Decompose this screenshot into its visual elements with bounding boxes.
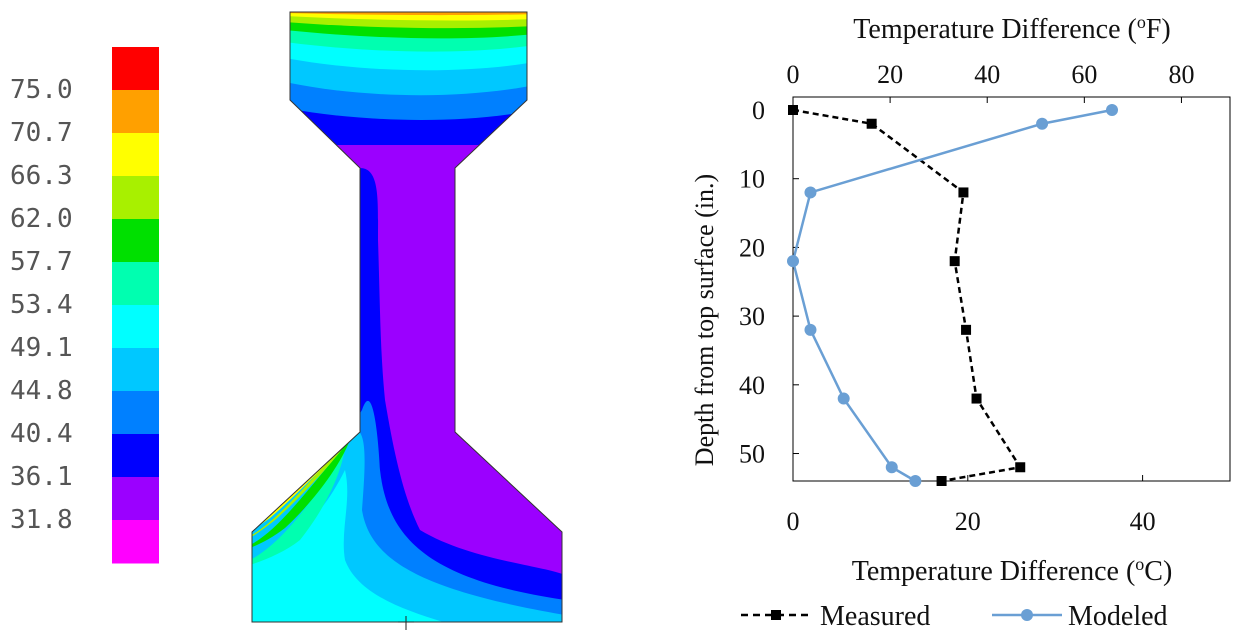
colorbar-label: 40.4 <box>10 419 73 449</box>
legend: Measured Modeled <box>741 601 1168 632</box>
colorbar-swatch <box>112 219 159 263</box>
y-axis-tick-label: 10 <box>739 165 765 194</box>
bottom-axis-tick-label: 40 <box>1130 507 1156 536</box>
data-point-measured <box>936 476 947 486</box>
data-point-modeled <box>1036 117 1049 130</box>
data-point-modeled <box>787 255 799 268</box>
data-point-measured <box>866 118 877 129</box>
colorbar-swatch <box>112 434 159 478</box>
colorbar-swatch <box>112 305 159 349</box>
data-point-measured <box>1015 462 1026 473</box>
colorbar-swatch <box>112 391 159 435</box>
legend-modeled-marker <box>1021 609 1033 621</box>
colorbar-label: 57.7 <box>10 247 73 277</box>
colorbar-labels: 75.0 70.7 66.3 62.0 57.7 53.4 49.1 44.8 40.4 36.1… <box>10 75 73 535</box>
top-axis-ticks: 0 20 40 60 80 <box>787 60 1194 103</box>
data-point-modeled <box>804 186 817 199</box>
colorbar-swatch <box>112 477 159 521</box>
top-axis-tick-label: 20 <box>877 60 903 89</box>
colorbar-label: 75.0 <box>10 75 73 105</box>
colorbar-label: 31.8 <box>10 505 73 535</box>
top-axis-tick-label: 40 <box>974 60 1000 89</box>
legend-measured-marker <box>771 610 781 620</box>
top-axis-label: Temperature Difference (oF) <box>853 12 1170 45</box>
colorbar-swatch <box>112 133 159 177</box>
colorbar-swatch <box>112 520 159 564</box>
colorbar-label: 36.1 <box>10 462 73 492</box>
girder-contour-plot <box>251 11 563 630</box>
y-axis-tick-label: 0 <box>752 96 765 125</box>
data-point-modeled <box>804 323 817 336</box>
colorbar <box>112 47 159 564</box>
colorbar-label: 66.3 <box>10 161 73 191</box>
legend-measured: Measured <box>741 601 930 632</box>
colorbar-swatch <box>112 262 159 306</box>
line-chart: 0 20 40 60 80 0 20 40 0 10 20 30 40 50 Temperature … <box>690 12 1231 632</box>
bottom-axis-ticks: 0 20 40 <box>787 475 1156 536</box>
colorbar-swatch <box>112 348 159 392</box>
y-axis-tick-label: 20 <box>739 233 765 262</box>
y-axis-tick-label: 40 <box>739 371 765 400</box>
top-axis-tick-label: 0 <box>787 60 800 89</box>
top-axis-tick-label: 80 <box>1168 60 1194 89</box>
data-point-measured <box>971 393 982 404</box>
data-point-measured <box>958 187 969 198</box>
legend-modeled: Modeled <box>992 601 1168 632</box>
colorbar-label: 53.4 <box>10 290 73 320</box>
data-point-measured <box>788 105 798 115</box>
series-layer <box>787 104 1119 487</box>
colorbar-label: 49.1 <box>10 333 73 363</box>
legend-modeled-label: Modeled <box>1068 601 1168 632</box>
data-point-modeled <box>909 475 922 487</box>
bottom-axis-tick-label: 20 <box>955 507 981 536</box>
data-point-modeled <box>1106 104 1119 116</box>
y-axis-tick-label: 50 <box>739 440 765 469</box>
colorbar-swatch <box>112 90 159 134</box>
data-point-measured <box>961 324 972 335</box>
y-axis-label: Depth from top surface (in.) <box>690 174 719 466</box>
bottom-axis-tick-label: 0 <box>787 507 800 536</box>
colorbar-label: 44.8 <box>10 376 73 406</box>
data-point-measured <box>949 256 960 267</box>
bottom-axis-label: Temperature Difference (oC) <box>852 554 1173 587</box>
plot-area <box>792 96 1231 482</box>
data-point-modeled <box>837 392 850 405</box>
colorbar-label: 62.0 <box>10 204 73 234</box>
colorbar-swatch <box>112 176 159 220</box>
top-axis-tick-label: 60 <box>1071 60 1097 89</box>
legend-measured-label: Measured <box>820 601 930 632</box>
colorbar-label: 70.7 <box>10 118 73 148</box>
series-line-modeled <box>791 108 1113 483</box>
data-point-modeled <box>885 461 898 474</box>
series-line-measured <box>792 108 1023 483</box>
y-axis-tick-label: 30 <box>739 302 765 331</box>
y-axis-ticks: 0 10 20 30 40 50 <box>739 96 799 469</box>
colorbar-swatch <box>112 47 159 91</box>
